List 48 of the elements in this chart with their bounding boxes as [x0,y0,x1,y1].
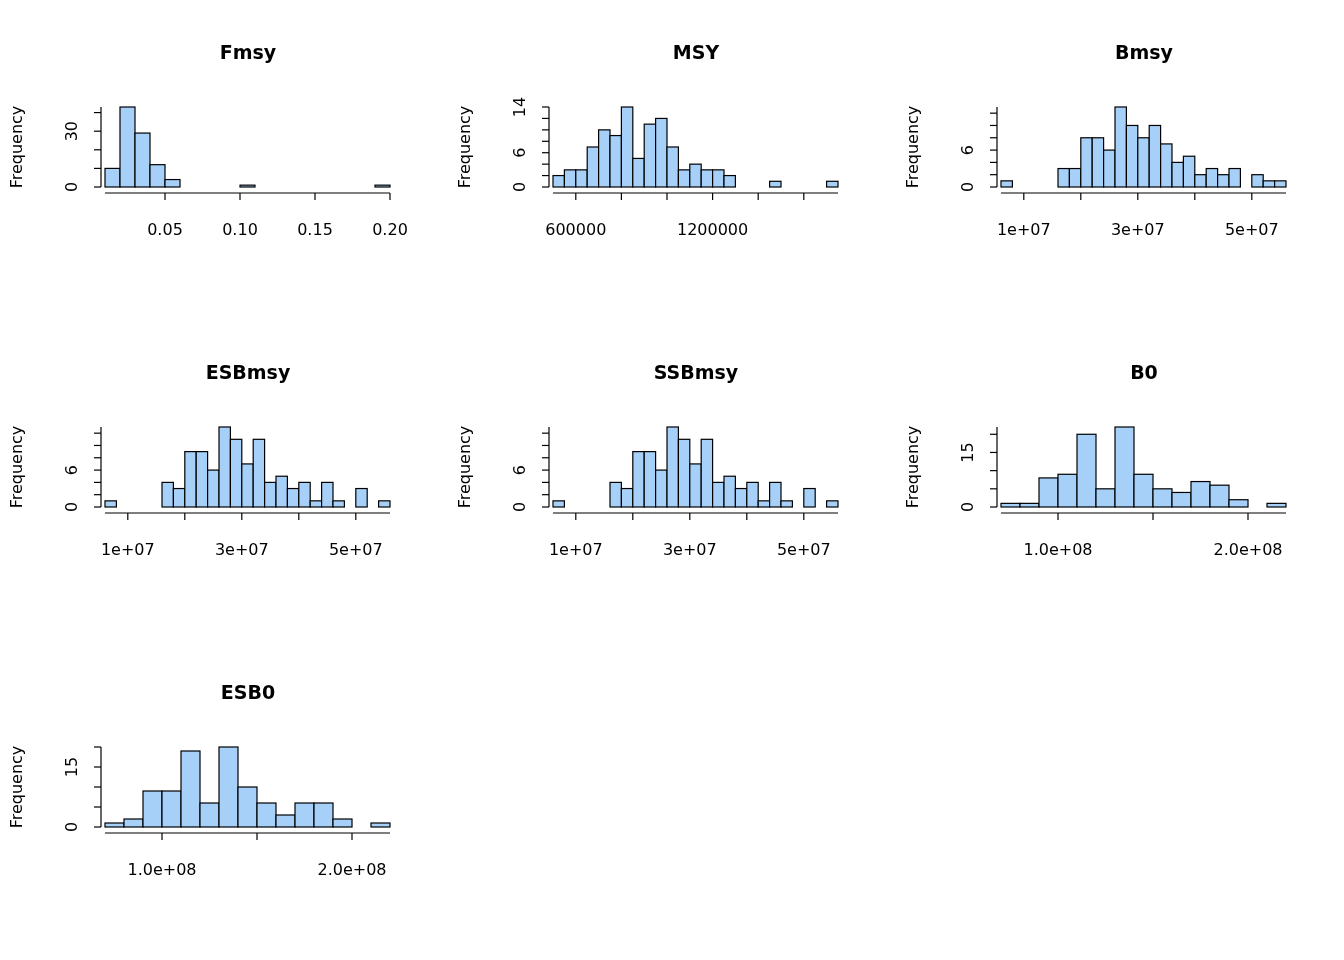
y-tick-label: 6 [958,144,977,156]
y-axis-title: Frequency [903,425,922,509]
x-tick-label: 1.0e+08 [1023,540,1093,559]
y-tick-label: 0 [958,501,977,513]
y-tick-label: 15 [62,756,81,778]
x-tick-label: 2.0e+08 [317,860,387,879]
y-tick-label: 6 [62,464,81,476]
x-tick-label: 0.05 [147,220,183,239]
chart-title: Fmsy [219,41,277,63]
y-axis-title: Frequency [455,105,474,189]
y-axis-title: Frequency [903,105,922,189]
x-tick-label: 1.0e+08 [127,860,197,879]
x-tick-label: 3e+07 [1110,220,1165,239]
x-tick-label: 5e+07 [1224,220,1279,239]
chart-title: ESB0 [220,681,276,703]
y-axis-title: Frequency [7,745,26,829]
y-tick-label: 0 [958,181,977,193]
chart-title: B0 [1130,361,1158,383]
x-tick-label: 2.0e+08 [1213,540,1283,559]
y-tick-label: 15 [958,442,977,463]
y-tick-label: 0 [62,821,81,833]
x-tick-label: 0.10 [222,220,258,239]
x-tick-label: 3e+07 [214,540,269,559]
y-axis-title: Frequency [455,425,474,509]
x-tick-label: 1200000 [676,220,749,239]
y-tick-label: 30 [62,121,81,142]
y-axis-title: Frequency [7,425,26,509]
x-tick-label: 5e+07 [328,540,383,559]
y-tick-label: 0 [62,181,81,193]
y-axis-title: Frequency [7,105,26,189]
y-tick-label: 6 [510,464,529,476]
x-tick-label: 5e+07 [776,540,831,559]
chart-title: ESBmsy [205,361,291,383]
chart-title: MSY [672,41,720,63]
x-tick-label: 0.15 [297,220,333,239]
x-tick-label: 0.20 [372,220,408,239]
x-tick-label: 1e+07 [996,220,1051,239]
chart-title: Bmsy [1115,41,1174,63]
x-tick-label: 3e+07 [662,540,717,559]
x-tick-label: 1e+07 [548,540,603,559]
x-tick-label: 1e+07 [100,540,155,559]
x-tick-label: 600000 [545,220,607,239]
y-tick-label: 6 [510,147,529,158]
chart-title: SSBmsy [653,361,739,383]
y-tick-label: 0 [62,501,81,513]
y-tick-label: 0 [510,501,529,513]
y-tick-label: 0 [510,181,529,193]
y-tick-label: 14 [510,96,529,118]
